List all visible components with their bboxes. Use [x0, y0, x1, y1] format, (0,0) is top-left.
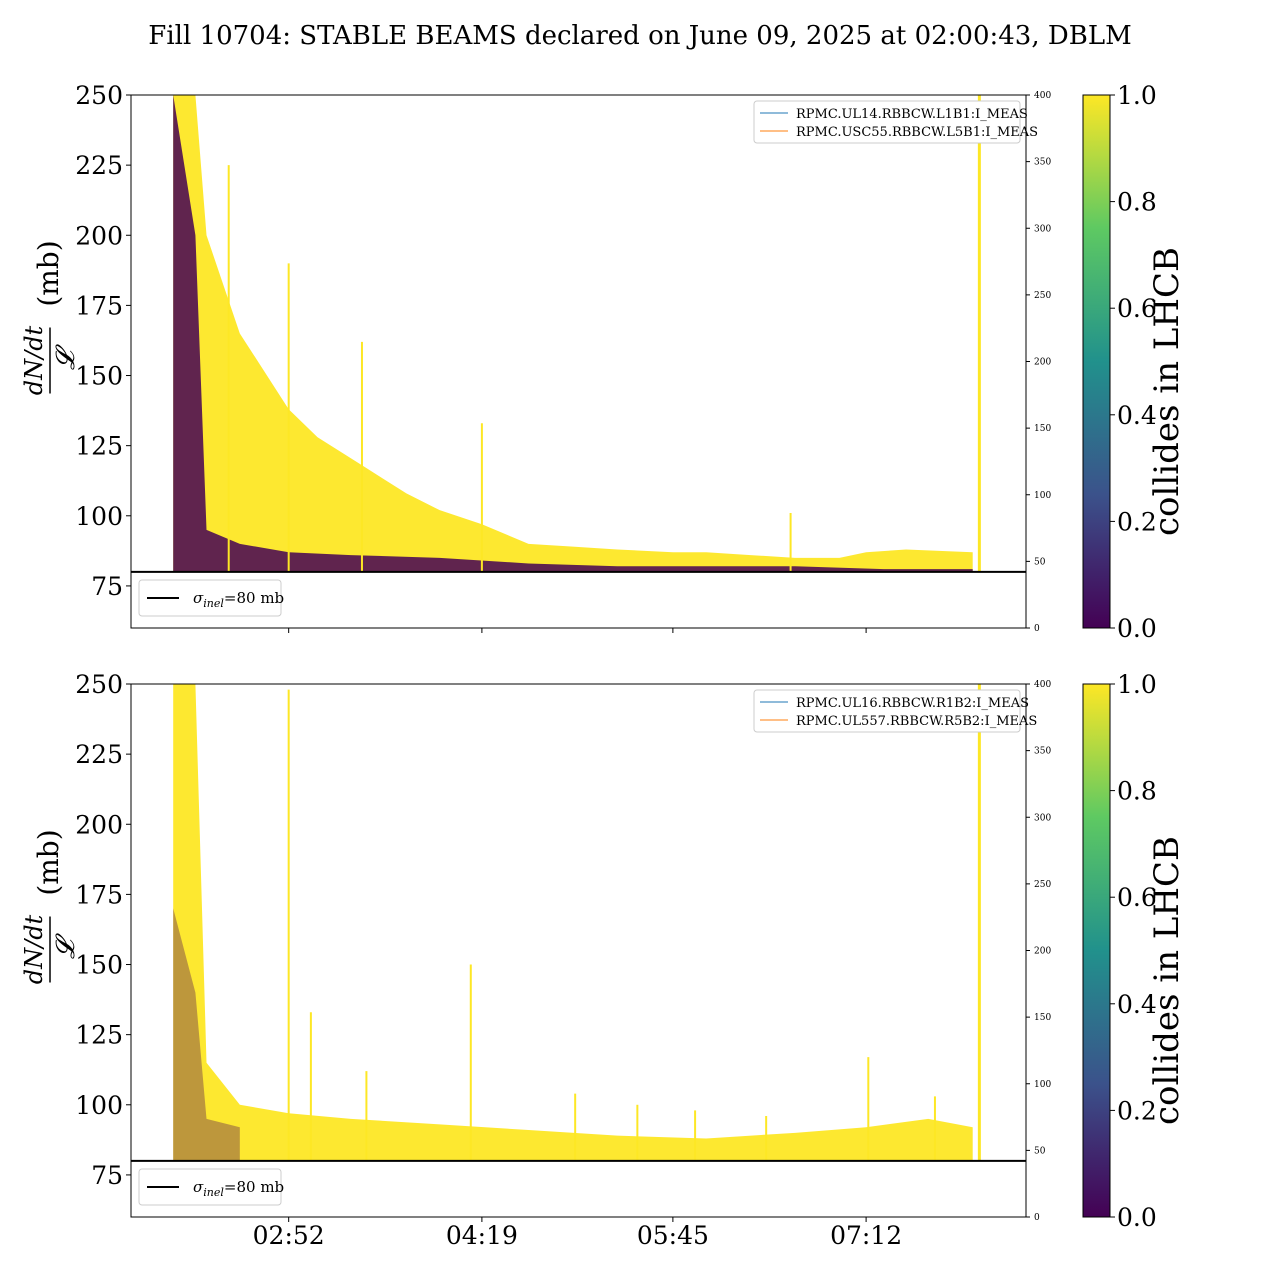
plot-area-beam2: [173, 684, 981, 1161]
colorbar-tick-label: 0.2: [1117, 1096, 1157, 1125]
colorbar-tick-label: 0.8: [1117, 188, 1157, 217]
colorbar-tick-label: 0.6: [1117, 883, 1157, 912]
y2tick-label: 0: [1034, 624, 1040, 634]
legend-entry: RPMC.UL557.RBBCW.R5B2:I_MEAS: [796, 714, 1037, 729]
y2tick-label: 400: [1034, 91, 1051, 101]
ytick-label: 200: [75, 810, 123, 839]
y2tick-label: 150: [1034, 1013, 1051, 1023]
colliding-envelope: [173, 684, 973, 1161]
colorbar: [1082, 94, 1111, 629]
y2tick-label: 200: [1034, 947, 1051, 957]
ytick-label: 125: [75, 1021, 123, 1050]
current-legend: [753, 100, 1021, 144]
y2tick-label: 350: [1034, 747, 1051, 757]
noncolliding-envelope: [173, 908, 240, 1161]
colorbar: [1082, 683, 1111, 1218]
sigma-legend-label: σinel=80 mb: [193, 589, 284, 610]
colorbar-label: collides in LHCB: [1147, 247, 1187, 536]
y2tick-label: 0: [1034, 1213, 1040, 1223]
ytick-label: 250: [75, 81, 123, 110]
xtick-label: 07:12: [830, 1221, 902, 1250]
ytick-label: 100: [75, 1091, 123, 1120]
colorbar-tick-label: 0.0: [1117, 1203, 1157, 1232]
y2tick-label: 100: [1034, 491, 1051, 501]
ylabel: dN/dt 𝓛 (mb): [20, 829, 81, 984]
colliding-envelope: [173, 95, 973, 572]
xtick-label: 04:19: [446, 1221, 518, 1250]
colorbar-label: collides in LHCB: [1147, 836, 1187, 1125]
ylabel: dN/dt 𝓛 (mb): [20, 240, 81, 395]
ytick-label: 125: [75, 432, 123, 461]
ytick-label: 250: [75, 670, 123, 699]
colorbar-tick-label: 0.4: [1117, 990, 1157, 1019]
ylabel-unit: (mb): [32, 829, 65, 895]
y2tick-label: 300: [1034, 813, 1051, 823]
ylabel-denominator: 𝓛: [51, 933, 81, 959]
legend-entry: RPMC.UL14.RBBCW.L1B1:I_MEAS: [796, 107, 1028, 122]
colorbar-tick-label: 1.0: [1117, 670, 1157, 699]
ylabel-denominator: 𝓛: [51, 344, 81, 370]
colorbar-tick-label: 0.8: [1117, 777, 1157, 806]
legend-entry: RPMC.USC55.RBBCW.L5B1:I_MEAS: [796, 125, 1038, 140]
ytick-label: 225: [75, 740, 123, 769]
colorbar-tick-label: 0.6: [1117, 294, 1157, 323]
ylabel-numerator: dN/dt: [20, 914, 48, 984]
colorbar-tick-label: 0.0: [1117, 614, 1157, 643]
xtick-label: 05:45: [637, 1221, 709, 1250]
y2tick-label: 100: [1034, 1080, 1051, 1090]
y2tick-label: 300: [1034, 224, 1051, 234]
y2tick-label: 50: [1034, 557, 1046, 567]
chart-title: Fill 10704: STABLE BEAMS declared on Jun…: [148, 21, 1131, 51]
colorbar-tick-label: 1.0: [1117, 81, 1157, 110]
ylabel-numerator: dN/dt: [20, 325, 48, 395]
y2tick-label: 50: [1034, 1146, 1046, 1156]
ytick-label: 100: [75, 502, 123, 531]
ytick-label: 150: [75, 362, 123, 391]
sigma-legend: [138, 1168, 282, 1206]
ytick-label: 200: [75, 221, 123, 250]
y2tick-label: 400: [1034, 680, 1051, 690]
plot-area-beam1: [173, 95, 981, 572]
y2tick-label: 350: [1034, 158, 1051, 168]
ytick-label: 150: [75, 951, 123, 980]
y2tick-label: 200: [1034, 358, 1051, 368]
ytick-label: 175: [75, 880, 123, 909]
xtick-label: 02:52: [253, 1221, 325, 1250]
y2tick-label: 250: [1034, 291, 1051, 301]
ytick-label: 225: [75, 151, 123, 180]
sigma-legend: [138, 579, 282, 617]
colorbar-tick-label: 0.4: [1117, 401, 1157, 430]
y2tick-label: 250: [1034, 880, 1051, 890]
current-legend: [753, 689, 1021, 733]
colorbar-tick-label: 0.2: [1117, 507, 1157, 536]
ytick-label: 75: [91, 572, 123, 601]
ytick-label: 75: [91, 1161, 123, 1190]
sigma-legend-label: σinel=80 mb: [193, 1178, 284, 1199]
legend-entry: RPMC.UL16.RBBCW.R1B2:I_MEAS: [796, 696, 1029, 711]
ytick-label: 175: [75, 291, 123, 320]
ylabel-unit: (mb): [32, 240, 65, 306]
y2tick-label: 150: [1034, 424, 1051, 434]
